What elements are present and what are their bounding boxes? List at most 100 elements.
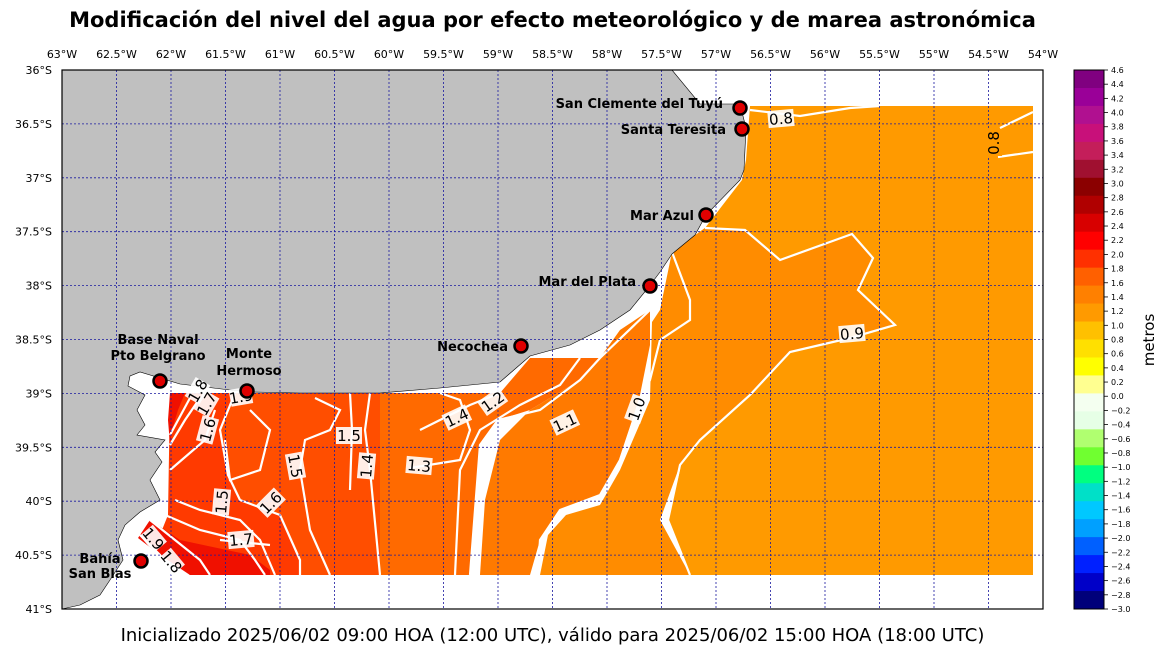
latitude-tick-label: 40°S [26,495,52,508]
colorbar-tick-label: 2.0 [1111,250,1124,259]
longitude-tick-label: 57°W [701,48,731,61]
longitude-tick-label: 58.5°W [532,48,573,61]
colorbar-tick-label: 1.4 [1111,293,1124,302]
level-band-1.6 [160,393,300,575]
marker-san-clemente [732,100,748,116]
level-band-0.9 [540,228,895,575]
label-base-naval-line1: Base Naval [117,333,198,348]
latitude-tick-label: 39.5°S [15,441,52,454]
colorbar-segment [1074,519,1104,538]
colorbar-tick-label: −2.0 [1111,534,1130,543]
colorbar-tick-label: −2.4 [1111,562,1130,571]
marker-santa-teresita [734,121,750,137]
contour-label: 0.9 [839,324,864,344]
marker-monte-hermoso [239,383,255,399]
level-band-1.2 [380,358,600,575]
colorbar-segment [1074,195,1104,215]
label-mar-del-plata: Mar del Plata [539,275,637,290]
longitude-tick-label: 59.5°W [423,48,464,61]
marker-bahia-san-blas [133,553,149,569]
contour-label: 0.8 [985,131,1003,155]
level-band-1.0 [480,310,650,575]
colorbar-tick-label: 1.8 [1111,265,1124,274]
latitude-tick-label: 38°S [26,280,52,293]
colorbar-tick-label: 0.4 [1111,364,1124,373]
colorbar-tick-label: 3.6 [1111,137,1124,146]
colorbar-tick-label: 0.2 [1111,378,1124,387]
colorbar-tick-label: −1.6 [1111,506,1130,515]
latitude-tick-label: 39°S [26,387,52,400]
colorbar-tick-label: 3.0 [1111,179,1124,188]
longitude-tick-label: 61.5°W [205,48,246,61]
colorbar-segment [1074,321,1104,340]
marker-base-naval [152,373,168,389]
longitude-tick-label: 59°W [483,48,513,61]
contour-label: 1.5 [284,453,306,480]
colorbar-tick-label: −2.8 [1111,591,1130,600]
colorbar-tick-label: 1.2 [1111,307,1124,316]
label-monte-hermoso-line1: Monte [226,347,272,362]
longitude-tick-label: 62°W [156,48,186,61]
contour-label: 1.5 [212,489,232,514]
longitude-tick-label: 54°W [1028,48,1058,61]
colorbar-segment [1074,231,1104,251]
label-base-naval-line2: Pto Belgrano [110,349,205,364]
contour-label: 1.3 [406,456,431,476]
colorbar-tick-label: −0.8 [1111,449,1130,458]
location-labels: San Clemente del Tuyú Santa Teresita Mar… [69,97,726,582]
colorbar-tick-label: 2.2 [1111,236,1124,245]
contour-label: 1.7 [228,530,253,550]
colorbar-segment [1074,465,1104,484]
colorbar-segment [1074,447,1104,466]
colorbar-segment [1074,411,1104,430]
longitude-tick-label: 62.5°W [96,48,137,61]
map-title: Modificación del nivel del agua por efec… [69,8,1036,32]
level-band-1.8 [168,393,185,445]
colorbar-segment [1074,555,1104,574]
graticule [62,70,1043,609]
colorbar-tick-label: −1.0 [1111,463,1130,472]
contour-label: 1.5 [337,427,361,445]
label-bahia-san-blas-line1: Bahía [79,552,120,567]
colorbar-segment [1074,303,1104,323]
colorbar-tick-label: 4.2 [1111,94,1124,103]
colorbar-segment [1074,357,1104,376]
longitude-tick-label: 61°W [265,48,295,61]
colorbar-tick-label: −0.2 [1111,406,1130,415]
colorbar-segment [1074,141,1104,161]
label-san-clemente: San Clemente del Tuyú [556,97,723,112]
latitude-tick-label: 36°S [26,64,52,77]
longitude-tick-label: 55.5°W [859,48,900,61]
colorbar-tick-label: 2.6 [1111,208,1124,217]
colorbar-tick-label: 2.8 [1111,194,1124,203]
marker-mar-del-plata [642,278,658,294]
colorbar-segment [1074,123,1104,143]
colorbar-tick-label: 4.6 [1111,66,1124,75]
colorbar-segment [1074,87,1104,107]
colorbar-segment [1074,177,1104,197]
colorbar-segment [1074,159,1104,179]
map-frame [61,69,1044,610]
colorbar [1074,70,1104,610]
colorbar-segment [1074,339,1104,358]
colorbar-tick-label: 3.8 [1111,123,1124,132]
longitude-tick-label: 56.5°W [750,48,791,61]
colorbar-tick-label: 1.0 [1111,321,1124,330]
colorbar-tick-label: −0.4 [1111,421,1130,430]
label-santa-teresita: Santa Teresita [621,123,726,138]
colorbar-segment [1074,285,1104,305]
contour-label: 1.6 [196,416,220,444]
colorbar-tick-label: 0.0 [1111,392,1124,401]
longitude-tick-label: 63°W [47,48,77,61]
colorbar-segment [1074,213,1104,233]
colorbar-segment [1074,429,1104,448]
longitude-tick-label: 60.5°W [314,48,355,61]
longitude-tick-label: 54.5°W [968,48,1009,61]
label-bahia-san-blas-line2: San Blas [69,567,132,582]
latitude-ticks: 36°S 36.5°S 37°S 37.5°S 38°S 38.5°S 39°S 39.5°S… [15,64,52,616]
marker-mar-azul [698,207,714,223]
colorbar-tick-label: 4.4 [1111,80,1124,89]
validity-caption: Inicializado 2025/06/02 09:00 HOA (12:00… [120,625,985,646]
colorbar-segment [1074,70,1104,89]
